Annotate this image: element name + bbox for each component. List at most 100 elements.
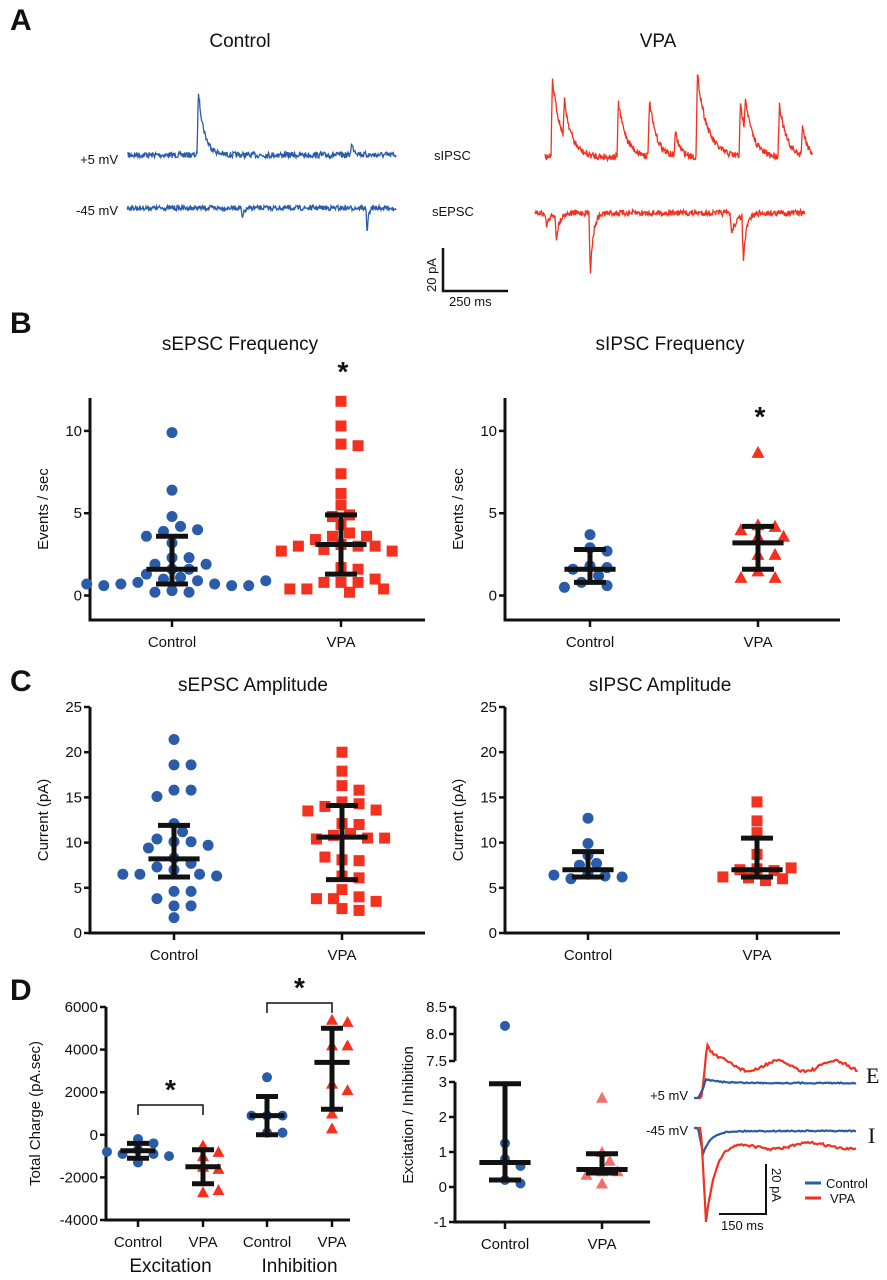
y-tick-label: 4000 xyxy=(65,1042,98,1059)
chart-sipsc_freq: 0 5 10 Events / sec sIPSC Frequency Control VP… xyxy=(450,334,840,651)
data-point-square xyxy=(353,891,365,903)
data-point-square xyxy=(336,796,348,808)
data-point-circle xyxy=(168,784,180,796)
data-point-square xyxy=(352,563,364,575)
series-vpa xyxy=(576,1091,628,1189)
x-tick-label: VPA xyxy=(744,634,773,651)
group-label-excitation: Excitation xyxy=(129,1256,211,1277)
data-point-circle xyxy=(582,838,594,850)
data-point-square xyxy=(370,804,382,816)
data-point-square xyxy=(353,784,365,796)
data-point-square xyxy=(370,895,382,907)
data-point-circle xyxy=(185,784,197,796)
y-tick-label: 0 xyxy=(74,588,82,605)
y-tick-label: -2000 xyxy=(60,1169,98,1186)
y-tick-label: 10 xyxy=(480,423,497,440)
control-sipsc-trace xyxy=(127,93,397,161)
data-point-square xyxy=(327,893,339,905)
y-tick-label: 2 xyxy=(439,1109,447,1126)
x-tick-label: Control xyxy=(114,1234,162,1251)
y-tick-label: 15 xyxy=(480,789,497,806)
scale-bar-x-label: 250 ms xyxy=(449,294,492,309)
x-tick-label: Control xyxy=(564,947,612,964)
data-point-circle xyxy=(175,571,187,583)
legend: Control VPA xyxy=(805,1176,868,1206)
data-point-circle xyxy=(149,586,161,598)
data-point-circle xyxy=(151,790,163,802)
data-point-circle xyxy=(117,868,129,880)
data-point-square xyxy=(310,893,322,905)
axes xyxy=(104,1007,350,1222)
data-point-square xyxy=(352,440,364,452)
series-vpa: * xyxy=(275,356,398,598)
significance-bracket xyxy=(266,1002,333,1013)
y-tick-label: 8.5 xyxy=(426,999,447,1016)
axes xyxy=(503,398,840,622)
y-axis-label: Events / sec xyxy=(450,468,467,550)
vpa-i-avg-trace xyxy=(697,1126,857,1223)
data-point-circle xyxy=(260,575,272,587)
row-label-minus45: -45 mV xyxy=(76,203,118,218)
data-point-triangle xyxy=(212,1184,225,1196)
data-point-square xyxy=(336,884,348,896)
y-tick-label: 20 xyxy=(65,744,82,761)
data-point-triangle xyxy=(596,1177,608,1189)
series-control xyxy=(479,1020,531,1189)
x-tick-label: Control xyxy=(566,634,614,651)
data-point-circle xyxy=(168,759,180,771)
data-point-circle xyxy=(548,869,560,881)
scale-bar-a: 20 pA 250 ms xyxy=(424,248,508,309)
scale-bar-d: 20 pA 150 ms xyxy=(719,1164,784,1233)
legend-vpa-label: VPA xyxy=(830,1191,855,1206)
data-point-square xyxy=(336,903,348,915)
data-point-circle xyxy=(185,759,197,771)
data-point-triangle xyxy=(768,570,782,583)
data-point-square xyxy=(301,583,313,595)
data-point-circle xyxy=(616,871,628,883)
data-point-circle xyxy=(166,511,178,523)
data-point-square xyxy=(302,805,314,817)
y-tick-label: 2000 xyxy=(65,1084,98,1101)
d-scale-bar-y-label: 20 pA xyxy=(769,1168,784,1202)
data-point-circle xyxy=(132,576,144,588)
y-tick-label: -4000 xyxy=(60,1212,98,1229)
row-label-plus5: +5 mV xyxy=(80,152,118,167)
data-point-triangle xyxy=(197,1186,209,1198)
data-point-square xyxy=(335,487,347,499)
data-point-circle xyxy=(211,870,223,882)
data-point-circle xyxy=(102,1146,112,1157)
data-point-circle xyxy=(200,558,212,570)
control-sepsc-trace xyxy=(126,203,397,232)
y-tick-label: 1 xyxy=(439,1144,447,1161)
y-tick-label: 5 xyxy=(74,505,82,522)
data-point-triangle xyxy=(751,445,765,458)
data-point-square xyxy=(319,800,331,812)
y-tick-label: 8.0 xyxy=(426,1026,447,1043)
data-point-circle xyxy=(142,842,154,854)
y-tick-label: 5 xyxy=(74,880,82,897)
data-point-circle xyxy=(168,734,180,746)
data-point-square xyxy=(345,828,357,840)
data-point-circle xyxy=(243,580,255,592)
data-point-square xyxy=(335,395,347,407)
vpa-trace-title: VPA xyxy=(640,31,677,52)
data-point-circle xyxy=(500,1020,510,1031)
series-inhibition-vpa xyxy=(314,1013,354,1134)
chart-sepsc_amp: 0 5 10 15 20 25 Current (pA) sEPSC Amplitude Con… xyxy=(35,675,425,964)
d-row-label-minus45: -45 mV xyxy=(646,1123,688,1138)
y-axis-lower xyxy=(453,1082,650,1224)
data-point-square xyxy=(344,586,356,598)
data-point-circle xyxy=(185,836,197,848)
panel-a: Control VPA +5 mV -45 mV sIPSC sEPSC 20 … xyxy=(76,31,814,309)
x-tick-label: Control xyxy=(243,1234,291,1251)
data-point-square xyxy=(352,576,364,588)
data-point-triangle xyxy=(341,1084,354,1096)
label-sipsc: sIPSC xyxy=(434,148,471,163)
chart-title: sEPSC Amplitude xyxy=(178,675,328,696)
data-point-square xyxy=(335,499,347,511)
data-point-square xyxy=(717,871,729,883)
series-vpa xyxy=(717,796,797,887)
data-point-circle xyxy=(202,839,214,851)
data-point-square xyxy=(777,873,789,885)
